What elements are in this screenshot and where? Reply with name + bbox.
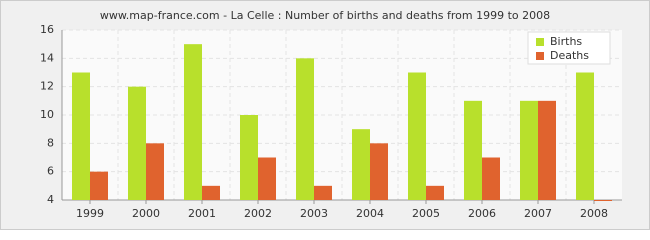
bar — [576, 72, 594, 200]
chart: www.map-france.com - La Celle : Number o… — [0, 0, 650, 230]
x-tick-label: 2003 — [300, 207, 328, 220]
bar — [184, 44, 202, 200]
y-tick-label: 4 — [47, 193, 54, 206]
x-tick-label: 2006 — [468, 207, 496, 220]
x-tick-label: 2008 — [580, 207, 608, 220]
legend-swatch — [536, 38, 544, 46]
y-tick-label: 10 — [40, 108, 54, 121]
y-tick-label: 16 — [40, 23, 54, 36]
page: {"chart_data": {"type": "bar", "title": … — [0, 0, 650, 230]
bar — [464, 100, 482, 200]
x-tick-label: 2001 — [188, 207, 216, 220]
bar — [314, 185, 332, 200]
bar — [426, 185, 444, 200]
bar — [146, 143, 164, 200]
bar — [202, 185, 220, 200]
bar — [352, 129, 370, 200]
bar — [408, 72, 426, 200]
legend-label: Births — [550, 35, 582, 48]
y-tick-label: 12 — [40, 80, 54, 93]
x-tick-label: 2007 — [524, 207, 552, 220]
bar — [538, 100, 556, 200]
bar — [296, 58, 314, 201]
x-tick-label: 2004 — [356, 207, 384, 220]
bar — [258, 157, 276, 200]
bar — [594, 200, 612, 201]
y-tick-label: 6 — [47, 165, 54, 178]
bar — [520, 100, 538, 200]
legend-label: Deaths — [550, 49, 589, 62]
legend-swatch — [536, 52, 544, 60]
bar — [90, 171, 108, 200]
bar — [72, 72, 90, 200]
x-tick-label: 1999 — [76, 207, 104, 220]
x-tick-label: 2005 — [412, 207, 440, 220]
x-tick-label: 2002 — [244, 207, 272, 220]
bar — [128, 86, 146, 200]
bar — [370, 143, 388, 200]
x-tick-label: 2000 — [132, 207, 160, 220]
y-tick-label: 8 — [47, 136, 54, 149]
bar — [482, 157, 500, 200]
chart-title: www.map-france.com - La Celle : Number o… — [100, 9, 550, 22]
y-tick-label: 14 — [40, 51, 54, 64]
bar — [240, 115, 258, 200]
